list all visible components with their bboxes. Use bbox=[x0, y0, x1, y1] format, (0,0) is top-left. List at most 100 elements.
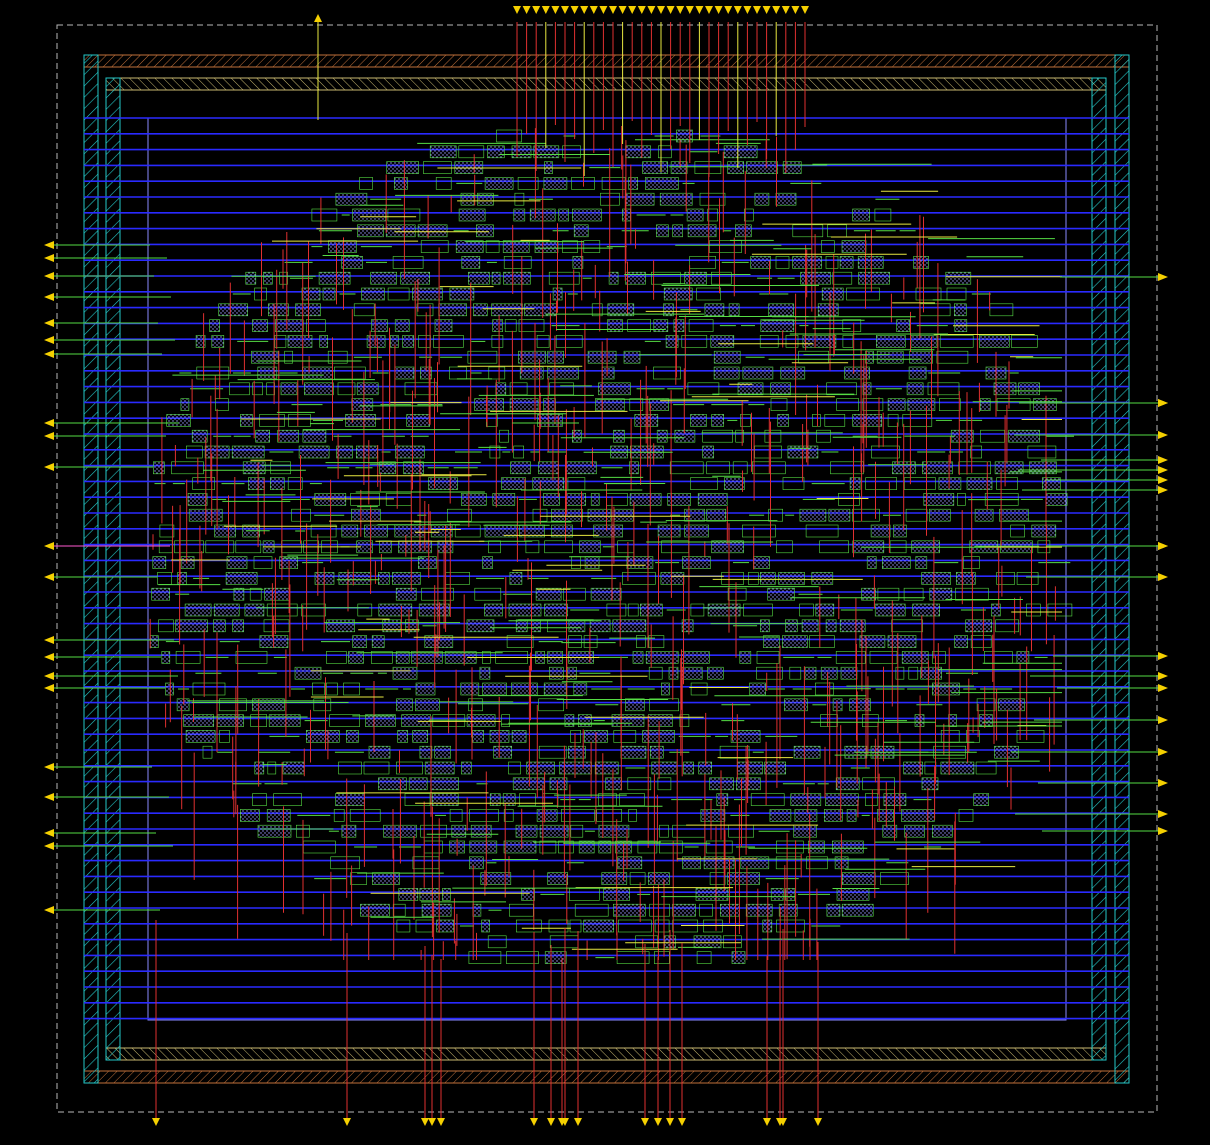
std-cell[interactable] bbox=[570, 824, 584, 838]
std-cell[interactable] bbox=[780, 366, 806, 380]
std-cell[interactable] bbox=[980, 429, 1005, 443]
std-cell[interactable] bbox=[330, 856, 361, 870]
std-cell[interactable] bbox=[326, 619, 356, 633]
inner-power-ring[interactable] bbox=[105, 77, 1107, 1061]
triangle-up-icon[interactable] bbox=[541, 6, 550, 14]
std-cell[interactable] bbox=[606, 493, 628, 506]
std-cell[interactable] bbox=[804, 666, 817, 680]
triangle-left-icon[interactable] bbox=[44, 463, 54, 471]
std-cell[interactable] bbox=[511, 730, 527, 743]
std-cell[interactable] bbox=[625, 145, 651, 159]
std-cell[interactable] bbox=[472, 303, 488, 317]
std-cell[interactable] bbox=[257, 824, 292, 838]
std-cell[interactable] bbox=[753, 556, 770, 569]
std-cell[interactable] bbox=[824, 414, 846, 427]
std-cell[interactable] bbox=[613, 508, 634, 522]
std-cell[interactable] bbox=[840, 666, 858, 680]
std-cell[interactable] bbox=[799, 508, 827, 522]
std-cell[interactable] bbox=[341, 824, 357, 838]
triangle-right-icon[interactable] bbox=[1158, 399, 1168, 407]
std-cell[interactable] bbox=[304, 382, 334, 396]
std-cell[interactable] bbox=[590, 493, 600, 506]
std-cell[interactable] bbox=[684, 508, 705, 522]
std-cell[interactable] bbox=[359, 177, 373, 190]
std-cell[interactable] bbox=[468, 856, 484, 870]
std-cell[interactable] bbox=[657, 145, 672, 159]
std-cell[interactable] bbox=[903, 587, 924, 601]
std-cell[interactable] bbox=[747, 572, 759, 585]
std-cell[interactable] bbox=[205, 540, 235, 554]
std-cell[interactable] bbox=[953, 303, 967, 317]
std-cell[interactable] bbox=[921, 572, 952, 585]
std-cell[interactable] bbox=[487, 935, 507, 949]
std-cell[interactable] bbox=[866, 556, 877, 569]
std-cell[interactable] bbox=[874, 603, 906, 617]
std-cell[interactable] bbox=[763, 635, 780, 648]
std-cell[interactable] bbox=[709, 872, 726, 885]
std-cell[interactable] bbox=[356, 382, 379, 396]
vertical-routing-wires[interactable] bbox=[149, 126, 1056, 960]
std-cell[interactable] bbox=[721, 572, 744, 585]
std-cell[interactable] bbox=[998, 698, 1025, 712]
std-cell[interactable] bbox=[665, 335, 679, 348]
std-cell[interactable] bbox=[424, 635, 454, 648]
std-cell[interactable] bbox=[663, 287, 693, 301]
triangle-down-icon[interactable] bbox=[666, 1118, 674, 1126]
std-cell[interactable] bbox=[656, 429, 668, 443]
std-cell[interactable] bbox=[593, 524, 624, 538]
std-cell[interactable] bbox=[567, 666, 577, 680]
std-cell[interactable] bbox=[958, 809, 974, 822]
std-cell[interactable] bbox=[920, 666, 942, 680]
std-cell[interactable] bbox=[831, 840, 864, 854]
std-cell[interactable] bbox=[491, 335, 504, 348]
triangle-right-icon[interactable] bbox=[1158, 684, 1168, 692]
std-cell[interactable] bbox=[819, 540, 849, 554]
std-cell[interactable] bbox=[929, 587, 953, 601]
std-cell[interactable] bbox=[429, 145, 457, 159]
std-cell[interactable] bbox=[737, 761, 763, 775]
std-cell[interactable] bbox=[865, 477, 898, 490]
std-cell[interactable] bbox=[499, 429, 509, 443]
std-cell[interactable] bbox=[973, 793, 990, 806]
triangle-down-icon[interactable] bbox=[152, 1118, 160, 1126]
std-cell[interactable] bbox=[798, 350, 830, 364]
std-cell[interactable] bbox=[826, 382, 857, 396]
std-cell[interactable] bbox=[785, 335, 799, 348]
std-cell[interactable] bbox=[670, 161, 688, 174]
std-cell[interactable] bbox=[940, 761, 975, 775]
std-cell[interactable] bbox=[590, 587, 622, 601]
std-cell[interactable] bbox=[1018, 382, 1040, 396]
std-cell[interactable] bbox=[722, 935, 742, 949]
std-cell[interactable] bbox=[957, 493, 966, 506]
std-cell[interactable] bbox=[598, 793, 617, 806]
std-cell[interactable] bbox=[341, 524, 359, 538]
std-cell[interactable] bbox=[893, 524, 907, 538]
std-cell[interactable] bbox=[449, 809, 463, 822]
std-cell[interactable] bbox=[915, 556, 928, 569]
std-cell[interactable] bbox=[993, 382, 1017, 396]
std-cell[interactable] bbox=[252, 382, 263, 396]
std-cell[interactable] bbox=[970, 635, 992, 648]
std-cell[interactable] bbox=[396, 761, 423, 775]
std-cell[interactable] bbox=[436, 919, 454, 933]
std-cell[interactable] bbox=[419, 888, 440, 901]
std-cell[interactable] bbox=[396, 919, 411, 933]
std-cell[interactable] bbox=[519, 366, 544, 380]
std-cell[interactable] bbox=[881, 556, 911, 569]
triangle-left-icon[interactable] bbox=[44, 829, 54, 837]
std-cell[interactable] bbox=[415, 919, 434, 933]
std-cell[interactable] bbox=[695, 888, 729, 901]
std-cell[interactable] bbox=[706, 666, 724, 680]
std-cell[interactable] bbox=[398, 540, 432, 554]
std-cell[interactable] bbox=[903, 761, 924, 775]
std-cell[interactable] bbox=[737, 382, 764, 396]
std-cell[interactable] bbox=[979, 398, 991, 411]
std-cell[interactable] bbox=[547, 872, 569, 885]
triangle-up-icon[interactable] bbox=[666, 6, 675, 14]
std-cell[interactable] bbox=[257, 366, 278, 380]
triangle-up-icon[interactable] bbox=[551, 6, 560, 14]
std-cell[interactable] bbox=[682, 556, 711, 569]
std-cell[interactable] bbox=[219, 698, 247, 712]
std-cell[interactable] bbox=[555, 335, 583, 348]
triangle-down-icon[interactable] bbox=[814, 1118, 822, 1126]
